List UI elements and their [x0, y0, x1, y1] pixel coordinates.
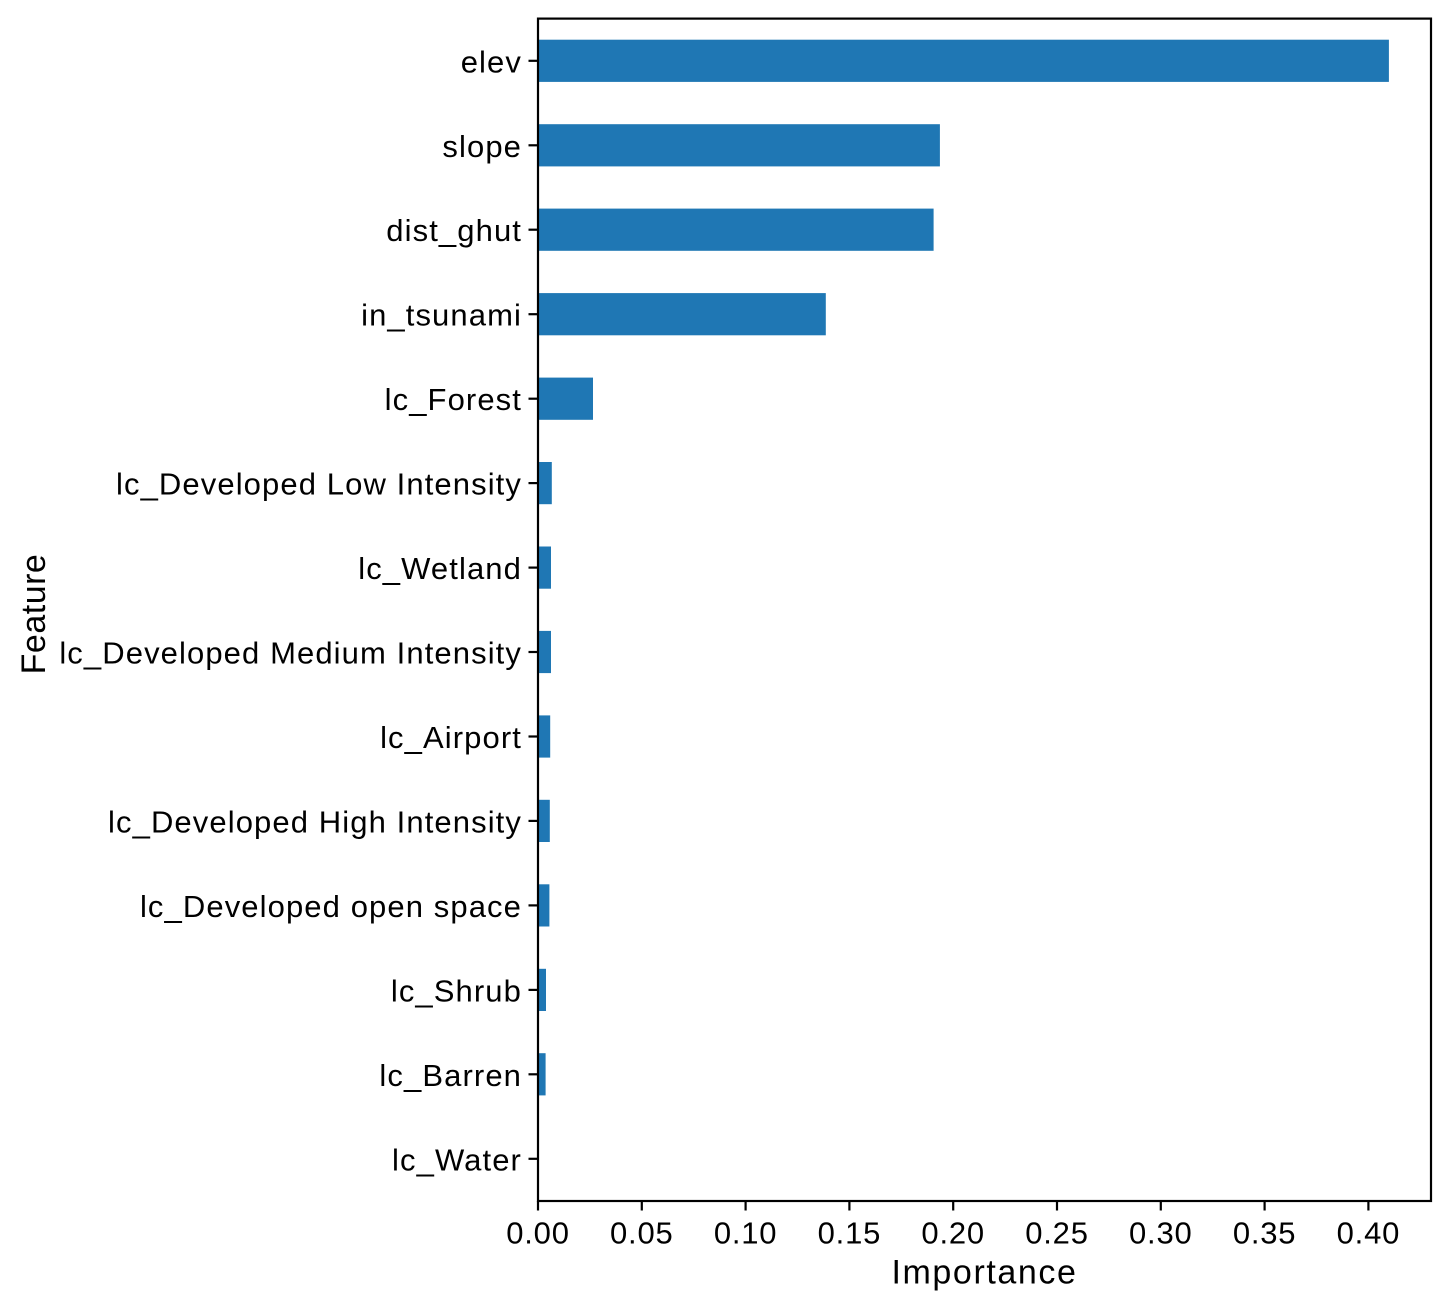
svg-text:0.15: 0.15 — [818, 1216, 882, 1251]
svg-text:0.20: 0.20 — [921, 1216, 985, 1251]
svg-text:0.40: 0.40 — [1337, 1216, 1401, 1251]
svg-text:slope: slope — [442, 129, 522, 164]
svg-text:lc_Shrub: lc_Shrub — [391, 973, 522, 1008]
svg-text:lc_Water: lc_Water — [392, 1142, 522, 1177]
svg-text:lc_Developed open space: lc_Developed open space — [140, 889, 522, 924]
svg-text:lc_Barren: lc_Barren — [379, 1058, 522, 1093]
svg-text:lc_Developed Medium Intensity: lc_Developed Medium Intensity — [59, 636, 522, 671]
svg-text:dist_ghut: dist_ghut — [386, 213, 522, 248]
svg-text:0.00: 0.00 — [506, 1216, 570, 1251]
svg-text:0.25: 0.25 — [1025, 1216, 1089, 1251]
svg-text:elev: elev — [461, 44, 522, 79]
svg-text:Importance: Importance — [891, 1254, 1077, 1292]
svg-text:lc_Forest: lc_Forest — [385, 382, 522, 417]
svg-text:Feature: Feature — [15, 554, 53, 675]
svg-text:lc_Wetland: lc_Wetland — [358, 551, 522, 586]
svg-text:lc_Airport: lc_Airport — [380, 720, 522, 755]
svg-text:lc_Developed Low Intensity: lc_Developed Low Intensity — [116, 467, 522, 502]
svg-text:0.10: 0.10 — [714, 1216, 778, 1251]
svg-text:0.35: 0.35 — [1233, 1216, 1297, 1251]
svg-text:in_tsunami: in_tsunami — [361, 298, 522, 333]
svg-text:0.05: 0.05 — [610, 1216, 674, 1251]
svg-text:lc_Developed High Intensity: lc_Developed High Intensity — [108, 804, 522, 839]
svg-text:0.30: 0.30 — [1129, 1216, 1193, 1251]
